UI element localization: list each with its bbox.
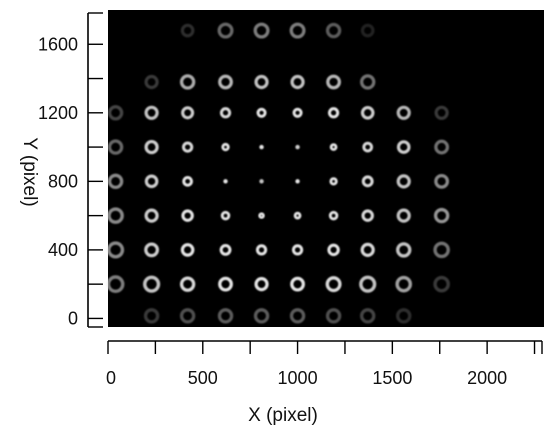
spot-75 [217, 308, 234, 324]
spot-37 [259, 179, 264, 184]
spot-58 [291, 244, 304, 256]
spot-18 [292, 107, 303, 118]
spot-44 [144, 208, 159, 223]
spot-30 [362, 141, 374, 153]
spot-64 [143, 275, 161, 293]
spot-19 [327, 107, 340, 119]
y-tick-label: 1200 [38, 103, 78, 123]
spot-20 [360, 106, 375, 120]
x-axis: 0 500 1000 1500 2000 [106, 340, 543, 388]
x-tick-label: 2000 [467, 368, 507, 388]
spot-4 [325, 22, 342, 39]
x-tick-label: 500 [188, 368, 218, 388]
spot-65 [179, 276, 196, 292]
spot-17 [256, 107, 267, 118]
spot-2 [253, 22, 270, 39]
y-axis: 0 400 800 1200 1600 [38, 12, 103, 328]
spot-21 [396, 105, 411, 120]
spot-29 [329, 143, 338, 151]
y-tick-label: 0 [68, 308, 78, 328]
spot-63 [106, 275, 125, 294]
spot-66 [218, 276, 233, 292]
y-axis-title: Y (pixel) [19, 137, 40, 206]
y-tick-label: 800 [48, 171, 78, 191]
spot-52 [433, 207, 450, 224]
spot-51 [396, 208, 411, 223]
spot-50 [361, 209, 374, 222]
spot-55 [180, 243, 195, 257]
y-tick-label: 1600 [38, 34, 78, 54]
spot-1 [217, 22, 234, 39]
x-tick-label: 0 [106, 368, 116, 388]
y-tick-label: 400 [48, 240, 78, 260]
spot-7 [179, 74, 196, 90]
spot-13 [107, 105, 124, 121]
spot-48 [293, 211, 302, 220]
spot-47 [258, 212, 265, 219]
spot-36 [223, 179, 228, 184]
spot-6 [144, 74, 159, 90]
spot-69 [325, 276, 342, 293]
spot-57 [255, 244, 268, 256]
spot-9 [254, 74, 269, 90]
spot-34 [144, 174, 159, 189]
spot-28 [295, 144, 300, 150]
spot-60 [360, 242, 375, 257]
spot-71 [395, 275, 413, 293]
spot-53 [107, 241, 125, 259]
plot-background [108, 10, 544, 327]
spot-42 [434, 173, 450, 189]
spot-8 [218, 74, 233, 90]
spot-79 [360, 308, 376, 324]
spot-56 [219, 243, 232, 256]
spot-80 [396, 308, 412, 324]
spot-78 [325, 308, 342, 324]
spot-54 [144, 242, 159, 258]
x-tick-label: 1000 [278, 368, 318, 388]
spot-24 [144, 139, 159, 155]
spot-25 [181, 141, 194, 153]
x-tick-label: 1500 [372, 368, 412, 388]
spot-10 [290, 74, 305, 90]
spot-3 [289, 22, 306, 39]
spot-5 [360, 23, 375, 38]
spot-45 [181, 209, 194, 222]
spot-74 [179, 308, 196, 324]
spot-15 [181, 106, 195, 120]
spot-0 [180, 23, 195, 38]
spot-39 [329, 177, 338, 186]
spot-12 [360, 74, 376, 90]
spot-23 [107, 139, 124, 155]
spot-73 [143, 308, 160, 324]
spot-49 [328, 210, 339, 221]
spot-layer [106, 22, 450, 324]
spot-32 [434, 139, 450, 155]
spot-61 [396, 242, 412, 258]
spot-33 [107, 173, 124, 190]
spot-11 [326, 74, 341, 90]
spot-70 [359, 275, 377, 293]
spot-22 [434, 105, 449, 120]
spot-67 [254, 277, 269, 292]
spot-43 [107, 207, 124, 224]
spot-72 [433, 275, 450, 293]
spot-26 [221, 142, 230, 152]
spot-46 [220, 210, 231, 221]
spot-59 [327, 243, 340, 257]
spot-31 [396, 140, 411, 154]
spot-40 [361, 175, 374, 188]
spot-68 [290, 276, 305, 292]
x-axis-title: X (pixel) [248, 405, 318, 426]
spot-77 [289, 308, 306, 324]
spot-16 [219, 107, 232, 119]
spot-62 [433, 241, 450, 259]
spot-38 [295, 179, 300, 184]
spot-14 [144, 105, 159, 120]
spot-27 [259, 144, 264, 150]
spot-41 [396, 174, 411, 189]
spot-76 [253, 308, 270, 324]
spot-35 [182, 176, 193, 187]
